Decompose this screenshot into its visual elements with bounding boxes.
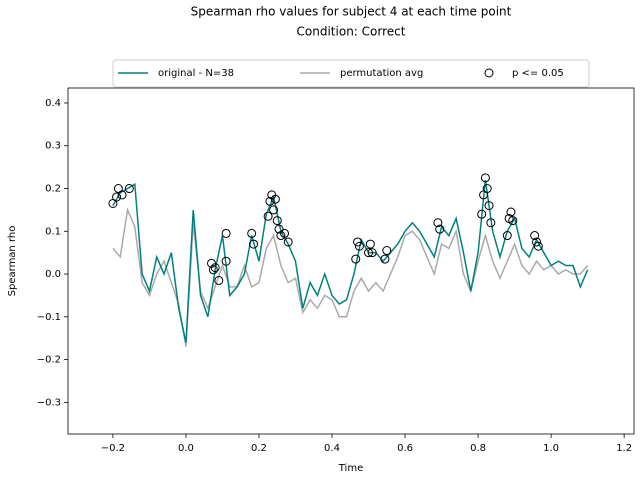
significant-point [435, 224, 445, 234]
significant-point [249, 239, 259, 249]
legend-marker [484, 68, 494, 78]
significant-point [274, 224, 284, 234]
significant-point [502, 231, 512, 241]
significant-point [382, 246, 392, 256]
x-tick-label: 0.2 [251, 443, 267, 454]
y-tick-label: −0.3 [37, 397, 61, 408]
chart-title: Spearman rho values for subject 4 at eac… [191, 5, 512, 19]
axes-frame [67, 87, 635, 435]
y-axis-label: Spearman rho [7, 226, 18, 297]
significant-point [214, 275, 224, 285]
significant-point [117, 190, 127, 200]
legend [112, 59, 590, 88]
significant-point [124, 184, 134, 194]
y-tick-label: −0.2 [37, 355, 61, 366]
x-tick-label: 1.2 [616, 443, 632, 454]
x-tick-label: 1.0 [543, 443, 559, 454]
significant-point [272, 216, 282, 226]
y-tick-label: 0.0 [45, 269, 61, 280]
significant-point [280, 228, 290, 238]
chart-subtitle: Condition: Correct [297, 25, 406, 39]
significant-point [353, 237, 363, 247]
plot-area [108, 173, 589, 347]
significant-point [477, 209, 487, 219]
significant-point [221, 228, 231, 238]
significant-point [269, 205, 279, 215]
legend-label: original - N=38 [158, 68, 234, 79]
x-tick-label: 0.8 [470, 443, 486, 454]
significant-point [480, 173, 490, 183]
significant-point [247, 228, 257, 238]
x-tick-label: 0.0 [178, 443, 194, 454]
y-tick-label: 0.4 [45, 98, 61, 109]
y-tick-label: 0.2 [45, 184, 61, 195]
significant-point [208, 265, 218, 275]
significant-point [112, 192, 122, 202]
significant-point [364, 248, 374, 258]
significant-point [508, 216, 518, 226]
significant-point [351, 254, 361, 264]
series-line [112, 179, 589, 343]
series-line [112, 207, 589, 347]
x-axis-label: Time [338, 463, 363, 474]
significant-point [530, 231, 540, 241]
x-tick-label: −0.2 [101, 443, 125, 454]
y-tick-label: 0.3 [45, 141, 61, 152]
x-tick-label: 0.6 [397, 443, 413, 454]
significant-point [367, 248, 377, 258]
significant-point [210, 263, 220, 273]
significant-point [265, 196, 275, 206]
significant-point [380, 254, 390, 264]
significant-point [484, 201, 494, 211]
significant-point [283, 237, 293, 247]
significant-point [433, 218, 443, 228]
significant-point [354, 241, 364, 251]
significant-point [533, 241, 543, 251]
significant-point [365, 239, 375, 249]
legend-label: p <= 0.05 [512, 68, 564, 79]
significant-point [221, 256, 231, 266]
significant-point [506, 207, 516, 217]
legend-label: permutation avg [340, 68, 423, 79]
y-tick-label: −0.1 [37, 312, 61, 323]
significant-point [270, 194, 280, 204]
significant-point [486, 218, 496, 228]
y-tick-label: 0.1 [45, 226, 61, 237]
significant-point [532, 237, 542, 247]
significant-point [263, 211, 273, 221]
x-tick-label: 0.4 [324, 443, 340, 454]
significant-point [482, 184, 492, 194]
